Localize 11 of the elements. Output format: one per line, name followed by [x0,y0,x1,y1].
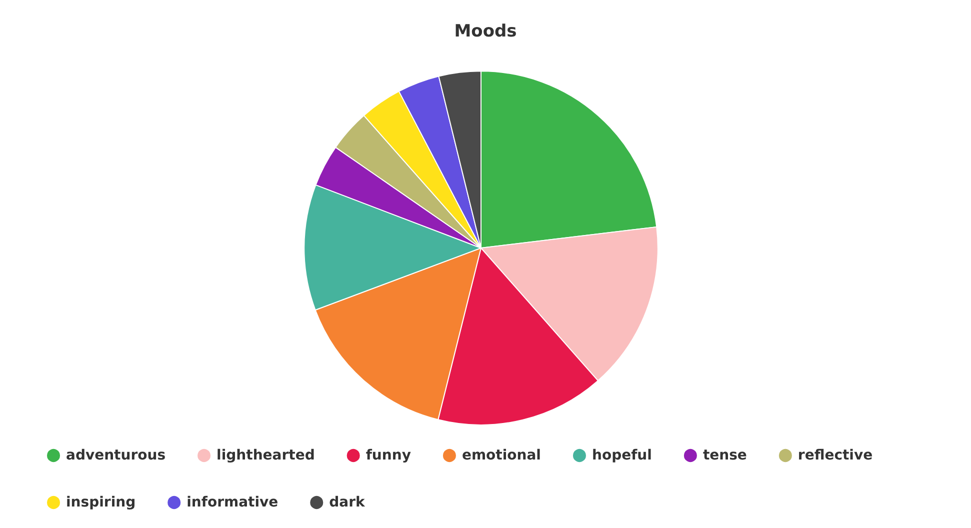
legend-label: inspiring [66,494,136,510]
legend-label: lighthearted [216,448,315,464]
legend-label: funny [366,448,411,464]
legend-label: reflective [798,448,873,464]
chart-title: Moods [454,22,517,42]
legend-label: emotional [462,448,541,464]
legend-label: tense [702,448,747,464]
legend-label: informative [186,494,278,510]
legend-label: adventurous [66,448,166,464]
legend-label: hopeful [592,448,652,464]
legend-label: dark [329,494,366,510]
